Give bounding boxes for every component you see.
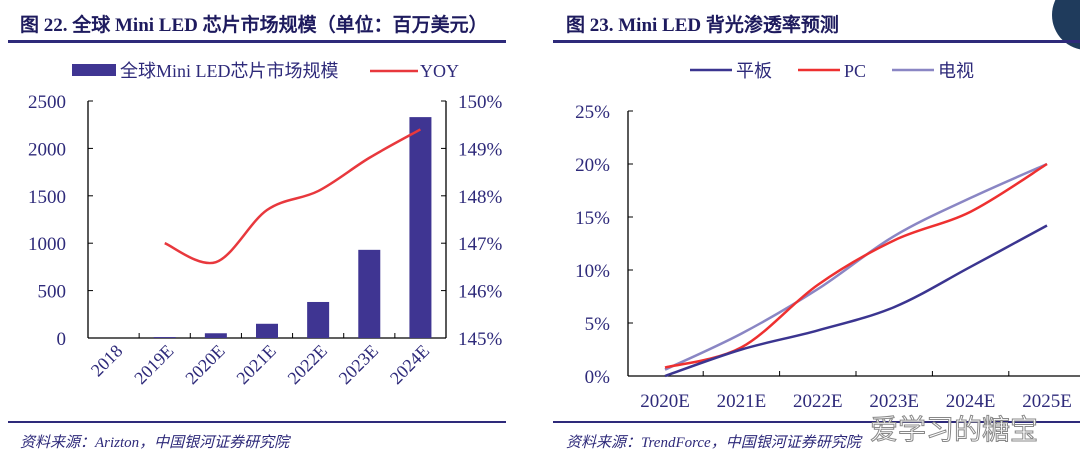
y-tick-label: 2000 [28, 139, 66, 160]
legend-label: 全球Mini LED芯片市场规模 [120, 61, 339, 81]
y-tick-label: 0% [585, 367, 611, 388]
title-rule [553, 40, 1080, 43]
x-tick-label: 2021E [717, 391, 767, 412]
y2-tick-label: 149% [458, 139, 503, 160]
x-tick-label: 2024E [386, 341, 433, 388]
x-tick-label: 2020E [181, 341, 228, 388]
y-tick-label: 0 [57, 329, 67, 350]
y-tick-label: 2500 [28, 92, 66, 113]
y-tick-label: 500 [38, 282, 67, 303]
bar [153, 337, 176, 338]
bar [256, 323, 278, 338]
title-rule [8, 40, 506, 43]
bar [204, 333, 227, 338]
y2-tick-label: 147% [458, 234, 503, 255]
y2-tick-label: 145% [458, 329, 503, 350]
y2-tick-label: 146% [458, 282, 503, 303]
legend-label: 电视 [938, 61, 974, 81]
x-tick-label: 2022E [793, 391, 843, 412]
yoy-line [164, 128, 422, 265]
y-tick-label: 5% [585, 314, 611, 335]
x-tick-label: 2023E [335, 341, 382, 388]
y-tick-label: 25% [575, 102, 610, 123]
watermark: 爱学习的糖宝 [869, 413, 1039, 447]
y-tick-label: 15% [575, 208, 610, 229]
y-tick-label: 20% [575, 155, 610, 176]
y2-tick-label: 148% [458, 187, 503, 208]
source-rule [553, 421, 1080, 423]
x-tick-label: 2024E [946, 391, 996, 412]
x-tick-label: 2020E [640, 391, 690, 412]
bar [358, 249, 381, 338]
bar [307, 301, 330, 338]
y-tick-label: 1500 [28, 187, 66, 208]
source-rule [8, 421, 506, 423]
series-line-2 [664, 162, 1048, 371]
source-note: 资料来源：Arizton，中国银河证券研究院 [20, 435, 290, 451]
bar [409, 117, 432, 338]
legend-label: YOY [420, 61, 459, 81]
x-tick-label: 2021E [232, 341, 279, 388]
series-line-1 [664, 162, 1048, 369]
legend-label: PC [844, 61, 866, 81]
y-tick-label: 1000 [28, 234, 66, 255]
x-tick-label: 2023E [869, 391, 919, 412]
source-note: 资料来源：TrendForce，中国银河证券研究院 [566, 435, 861, 451]
y2-tick-label: 150% [458, 92, 503, 113]
legend-bar-swatch [72, 64, 116, 76]
x-tick-label: 2019E [130, 341, 177, 388]
x-tick-label: 2018 [87, 341, 127, 381]
series-line-0 [664, 224, 1048, 378]
x-tick-label: 2025E [1022, 391, 1072, 412]
y-tick-label: 10% [575, 261, 610, 282]
x-tick-label: 2022E [284, 341, 331, 388]
chart-title-23: 图 23. Mini LED 背光渗透率预测 [566, 15, 839, 36]
chart-title-22: 图 22. 全球 Mini LED 芯片市场规模（单位：百万美元） [20, 15, 488, 36]
legend-label: 平板 [736, 61, 772, 81]
